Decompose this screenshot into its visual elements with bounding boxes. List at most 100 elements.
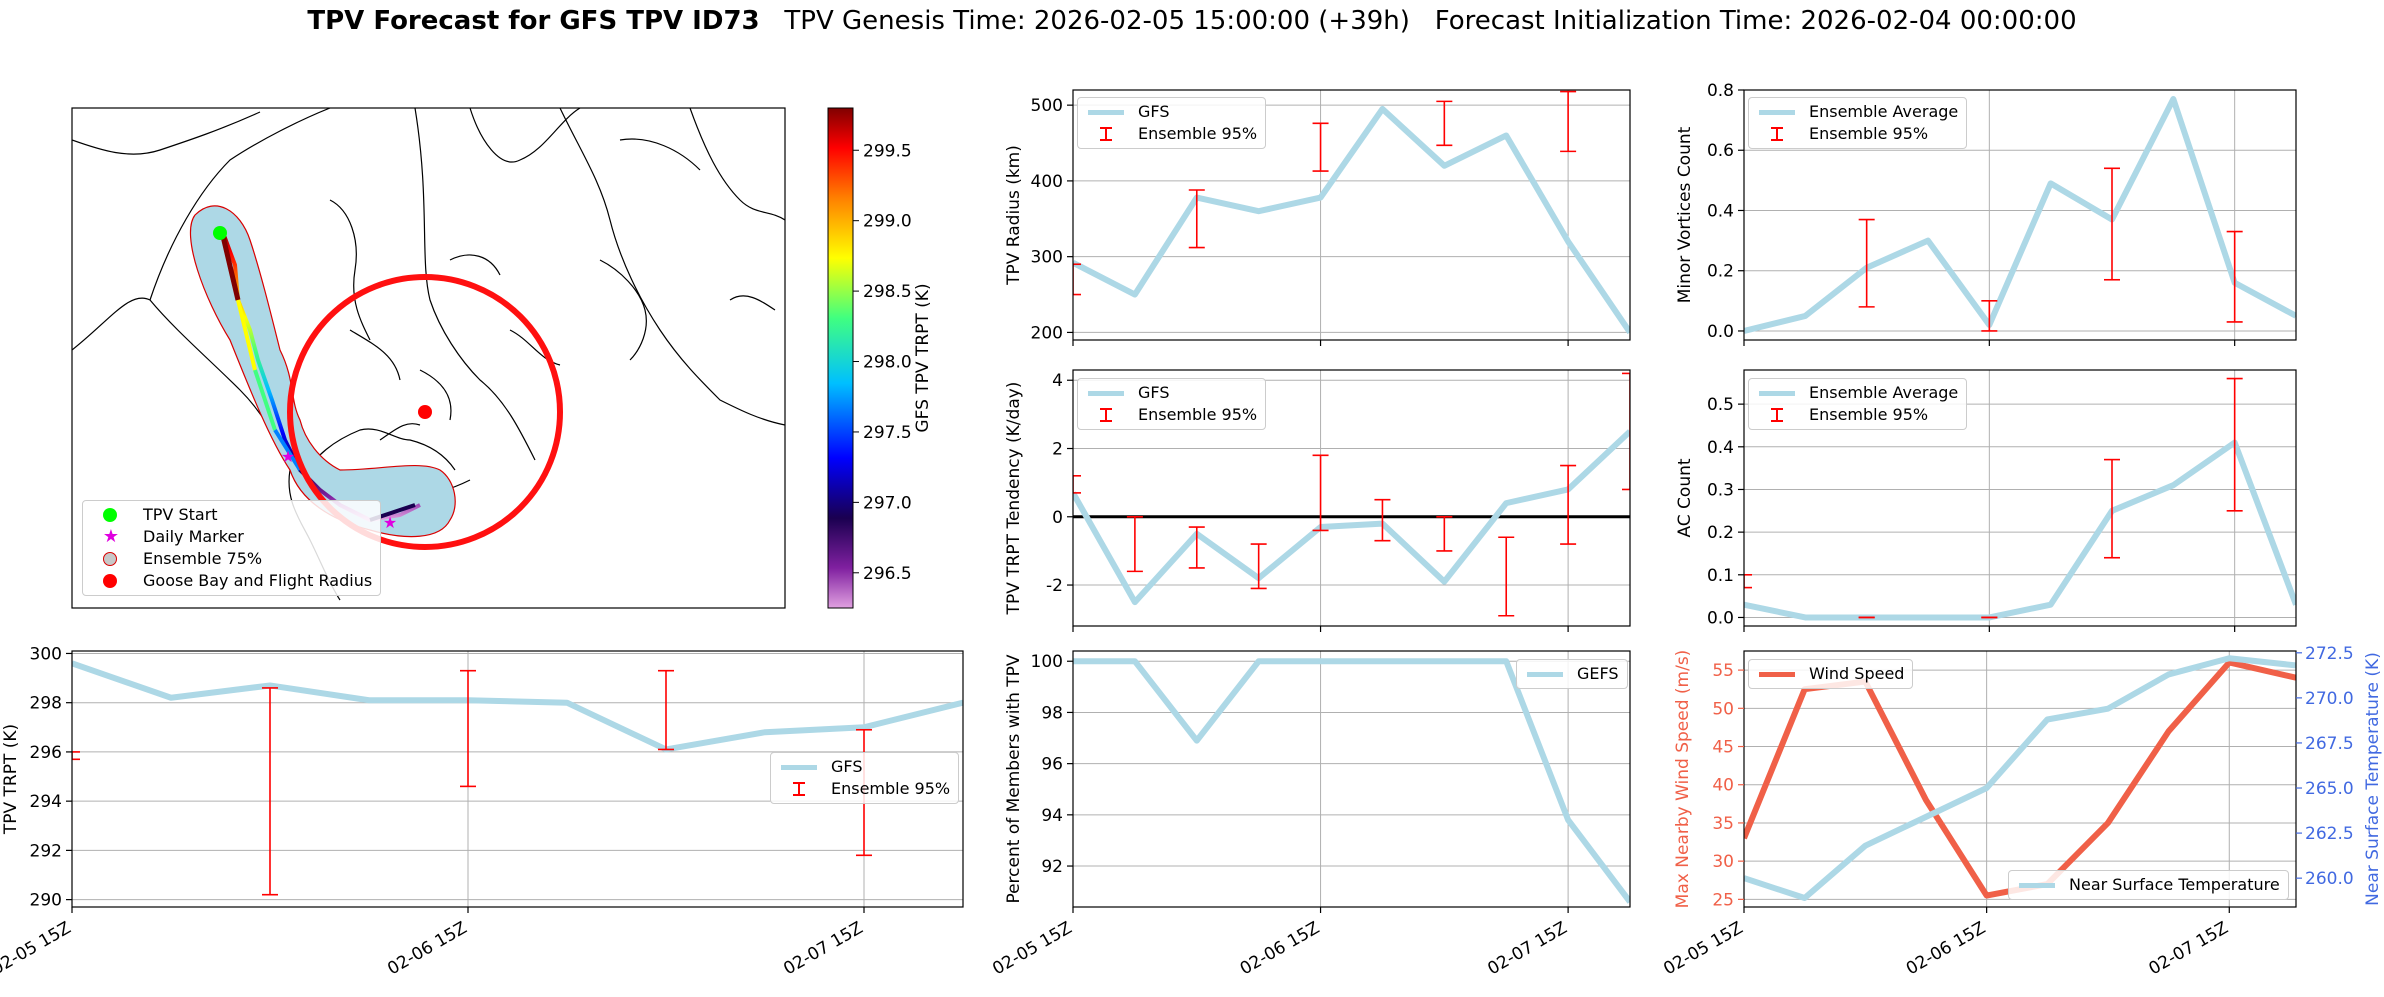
- error-bar: [1436, 100, 1453, 147]
- x-tick-label: 02-05 15Z: [989, 918, 1075, 979]
- map-legend-goose-bay: Goose Bay and Flight Radius: [143, 571, 373, 590]
- y-tick-label: 0.5: [1707, 395, 1734, 415]
- colorbar-tick-label: 299.5: [863, 141, 912, 161]
- legend-swatch-errorbar: [1086, 404, 1126, 426]
- x-tick-label: 02-07 15Z: [2145, 918, 2231, 979]
- error-bar: [1744, 574, 1752, 589]
- y-tick-label: 294: [30, 792, 62, 812]
- error-bar: [1560, 90, 1577, 153]
- y-tick-label: 296: [30, 743, 62, 763]
- y-tick-label: 0.0: [1707, 608, 1734, 628]
- y-tick-label: 94: [1041, 806, 1063, 826]
- y-tick-label: 500: [1031, 96, 1063, 116]
- y-tick-label: 200: [1031, 323, 1063, 343]
- map-legend-daily: Daily Marker: [143, 527, 244, 546]
- daily-marker-swatch: ★: [102, 526, 120, 547]
- legend-minor-ens: Ensemble 95%: [1809, 124, 1929, 143]
- y-tick-label: 0.4: [1707, 438, 1734, 458]
- error-bar: [1073, 263, 1081, 296]
- error-bar: [658, 669, 674, 751]
- error-bar: [2104, 458, 2120, 559]
- colorbar-ticks: 296.5 297.0 297.5 298.0 298.5 299.0 299.5: [853, 141, 912, 584]
- error-bar: [1250, 543, 1267, 590]
- y-tick-label: 298: [30, 694, 62, 714]
- y-axis-label: Max Nearby Wind Speed (m/s): [1673, 650, 1693, 909]
- y2-tick-label: 272.5: [2305, 644, 2354, 664]
- legend-trpt-ens: Ensemble 95%: [831, 779, 951, 798]
- y-tick-label: 55: [1712, 661, 1734, 681]
- legend-tendency-gfs: GFS: [1138, 383, 1170, 402]
- x-tick-label: 02-06 15Z: [384, 918, 470, 979]
- y-axis-label: Minor Vortices Count: [1675, 126, 1695, 303]
- colorbar-tick-label: 297.0: [863, 493, 912, 513]
- legend-swatch-errorbar: [1757, 123, 1797, 145]
- y2-tick-label: 267.5: [2305, 734, 2354, 754]
- y-tick-label: 100: [1031, 652, 1063, 672]
- y-tick-label: 0.8: [1707, 81, 1734, 101]
- legend-trpt-gfs: GFS: [831, 757, 863, 776]
- x-tick-label: 02-07 15Z: [780, 918, 866, 979]
- y2-axis-label: Near Surface Temperature (K): [2363, 652, 2383, 906]
- y-axis-label: Percent of Members with TPV: [1004, 654, 1024, 903]
- y-axis-label: AC Count: [1675, 458, 1695, 537]
- map-legend-start: TPV Start: [143, 505, 218, 524]
- legend-wind: Wind Speed: [1748, 659, 1914, 689]
- error-bar: [1188, 526, 1205, 569]
- figure-title-genesis: TPV Genesis Time: 2026-02-05 15:00:00 (+…: [784, 6, 1410, 36]
- chart-ac-count: 0.0 0.1 0.2 0.3 0.4 0.5 AC Count: [1675, 369, 2297, 632]
- error-bar: [1188, 189, 1205, 249]
- legend-tendency: GFS Ensemble 95%: [1077, 378, 1267, 430]
- ensemble-75-region: [190, 205, 456, 538]
- y-tick-label: 0.1: [1707, 566, 1734, 586]
- error-bar: [1073, 475, 1081, 494]
- legend-swatch-errorbar: [779, 778, 819, 800]
- legend-swatch-line: [1525, 663, 1565, 685]
- chart-trpt-tendency: -2 0 2 4 TPV TRPT Tendency (K/day): [1004, 369, 1631, 632]
- y-tick-label: 290: [30, 891, 62, 911]
- error-bar: [2226, 230, 2243, 323]
- y-tick-label: 98: [1041, 703, 1063, 723]
- y-tick-label: 0.6: [1707, 141, 1734, 161]
- y-tick-label: 0: [1052, 508, 1063, 528]
- y2-tick-label: 262.5: [2305, 824, 2354, 844]
- legend-trpt: GFS Ensemble 95%: [770, 752, 960, 804]
- colorbar-tick-label: 298.0: [863, 353, 912, 373]
- map-legend: TPV Start ★ Daily Marker Ensemble 75% Goo…: [82, 500, 382, 596]
- legend-swatch-line: [1757, 382, 1797, 404]
- colorbar-tick-label: 299.0: [863, 212, 912, 232]
- y-tick-label: 292: [30, 841, 62, 861]
- legend-minor-avg: Ensemble Average: [1809, 102, 1959, 121]
- legend-percent: GEFS: [1516, 659, 1628, 689]
- y-tick-label: 45: [1712, 738, 1734, 758]
- axes-frame: [1743, 650, 2297, 908]
- chart-radius: 200 300 400 500 TPV Radius (km): [1004, 89, 1631, 346]
- legend-swatch-errorbar: [1086, 123, 1126, 145]
- figure-title: TPV Forecast for GFS TPV ID73 TPV Genesi…: [0, 6, 2384, 36]
- legend-swatch-line: [1757, 101, 1797, 123]
- y-tick-label: 30: [1712, 852, 1734, 872]
- error-bar: [1312, 454, 1329, 532]
- legend-percent-gefs: GEFS: [1577, 664, 1619, 683]
- x-tick-label: 02-07 15Z: [1484, 918, 1570, 979]
- map-legend-ensemble: Ensemble 75%: [143, 549, 263, 568]
- colorbar-tick-label: 296.5: [863, 564, 912, 584]
- x-tick-label: 02-06 15Z: [1903, 918, 1989, 979]
- figure-title-init: Forecast Initialization Time: 2026-02-04…: [1434, 6, 2077, 36]
- axes-frame: [1743, 89, 2297, 341]
- y2-tick-label: 270.0: [2305, 689, 2354, 709]
- y-tick-label: 400: [1031, 172, 1063, 192]
- y-axis-label: TPV Radius (km): [1004, 145, 1024, 286]
- y-tick-label: 50: [1712, 699, 1734, 719]
- error-bar: [1374, 498, 1391, 542]
- y-tick-label: 300: [1031, 248, 1063, 268]
- series-line-gfs: [1073, 429, 1630, 606]
- series-line-gefs: [1073, 658, 1630, 904]
- legend-swatch-wind: [1757, 663, 1797, 685]
- error-bar: [460, 669, 476, 788]
- figure-title-main: TPV Forecast for GFS TPV ID73: [307, 6, 760, 36]
- error-bar: [1498, 536, 1515, 617]
- y-tick-label: 0.0: [1707, 322, 1734, 342]
- error-bar: [1858, 218, 1875, 308]
- y-tick-label: 0.3: [1707, 480, 1734, 500]
- legend-ac-ens: Ensemble 95%: [1809, 405, 1929, 424]
